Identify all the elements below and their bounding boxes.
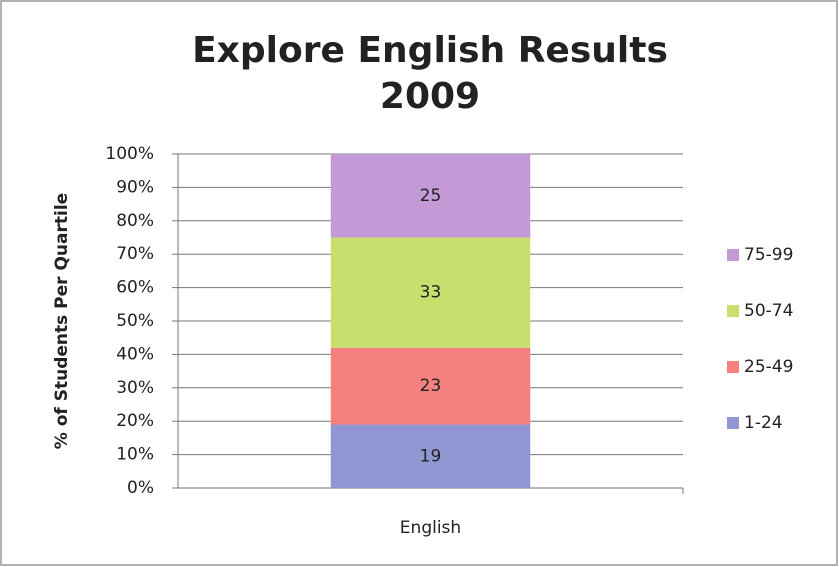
y-axis-label: % of Students Per Quartile: [52, 193, 72, 449]
y-tick-label: 60%: [116, 278, 154, 298]
y-tick-label: 80%: [116, 211, 154, 231]
y-tick-label: 90%: [116, 177, 154, 197]
bar-segment: [330, 424, 531, 488]
legend-label: 50-74: [744, 301, 793, 321]
data-label: 23: [420, 376, 442, 396]
legend-swatch: [727, 249, 739, 261]
legend-label: 25-49: [744, 357, 793, 377]
x-tick-label: English: [400, 518, 461, 538]
legend-swatch: [727, 361, 739, 373]
y-tick-label: 0%: [127, 478, 154, 498]
bar-segment: [330, 237, 531, 348]
legend-label: 1-24: [744, 413, 783, 433]
legend-swatch: [727, 305, 739, 317]
y-tick-label: 30%: [116, 378, 154, 398]
data-label: 33: [420, 283, 442, 303]
data-label: 19: [420, 446, 442, 466]
legend-label: 75-99: [744, 245, 793, 265]
y-tick-label: 20%: [116, 411, 154, 431]
y-tick-label: 100%: [105, 144, 154, 164]
bar-segment: [330, 154, 531, 238]
legend-swatch: [727, 417, 739, 429]
data-label: 25: [420, 186, 442, 206]
y-tick-label: 40%: [116, 344, 154, 364]
y-tick-label: 70%: [116, 244, 154, 264]
bar-segment: [330, 347, 531, 425]
y-tick-label: 50%: [116, 311, 154, 331]
y-tick-label: 10%: [116, 445, 154, 465]
chart-title: Explore English Results 2009: [192, 30, 668, 117]
